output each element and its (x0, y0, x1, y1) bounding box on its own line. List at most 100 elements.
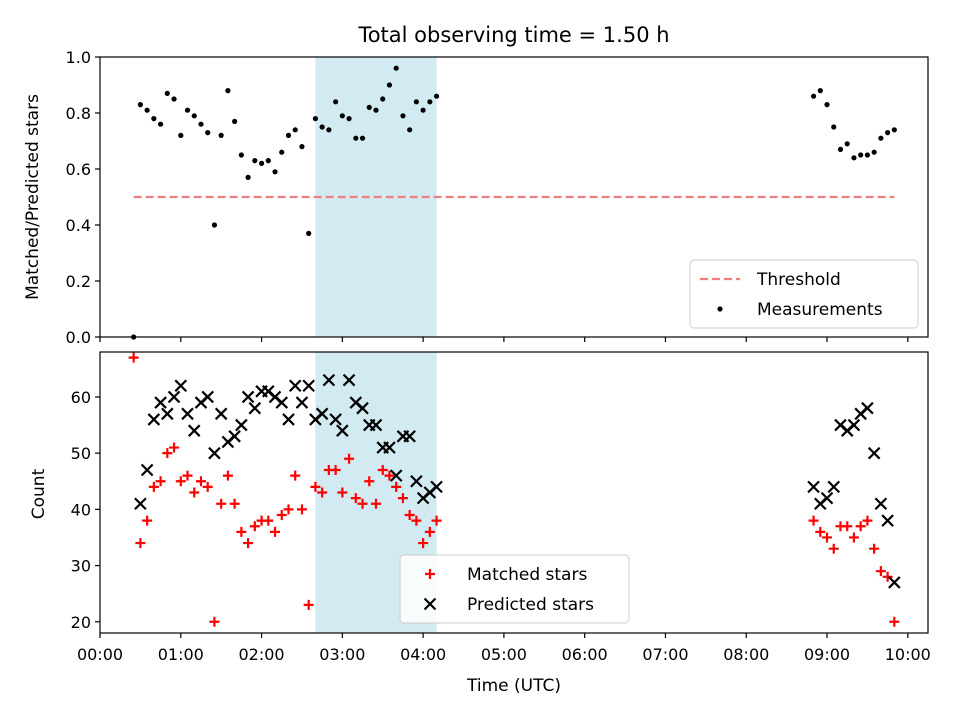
matched-star-point (828, 543, 839, 554)
matched-star-point (155, 476, 166, 487)
measurement-point (252, 158, 258, 164)
matched-star-point (397, 493, 408, 504)
measurement-point (151, 116, 157, 122)
predicted-star-point (322, 373, 336, 387)
matched-star-point (169, 442, 180, 453)
matched-star-point (182, 470, 193, 481)
predicted-star-point (140, 463, 154, 477)
measurement-point (878, 135, 884, 141)
measurement-point (817, 88, 823, 94)
measurement-point (225, 88, 231, 94)
predicted-star-point (867, 446, 881, 460)
matched-star-point (303, 599, 314, 610)
matched-star-point (862, 515, 873, 526)
measurement-point (400, 113, 406, 119)
matched-star-point (162, 448, 173, 459)
matched-star-point (431, 515, 442, 526)
predicted-star-point (861, 401, 874, 415)
legend-label: Threshold (756, 270, 841, 290)
matched-star-point (317, 487, 328, 498)
measurement-point (333, 99, 339, 105)
measurement-point (191, 113, 197, 119)
chart-title: Total observing time = 1.50 h (357, 23, 669, 47)
measurement-point (837, 146, 844, 152)
predicted-star-point (288, 379, 302, 392)
y-tick-label: 60 (71, 388, 91, 407)
predicted-star-point (167, 390, 181, 404)
measurement-point (218, 132, 224, 138)
measurement-point (891, 127, 897, 133)
x-tick-label: 01:00 (158, 645, 204, 664)
top-y-axis-label: Matched/Predicted stars (23, 94, 43, 300)
x-axis-label: Time (UTC) (466, 676, 561, 696)
x-tick-label: 00:00 (77, 645, 123, 664)
measurement-point (386, 82, 393, 88)
measurement-point (306, 230, 312, 236)
matched-star-point (391, 481, 402, 492)
matched-star-point (842, 521, 853, 532)
measurement-point (319, 124, 325, 130)
matched-star-point (229, 498, 240, 509)
matched-star-point (869, 543, 880, 554)
x-tick-label: 05:00 (481, 645, 527, 664)
measurement-point (285, 132, 292, 138)
matched-star-point (142, 515, 153, 526)
y-tick-label: 40 (71, 500, 91, 519)
predicted-star-point (275, 396, 289, 409)
predicted-star-point (827, 480, 841, 494)
measurement-point (413, 99, 419, 105)
predicted-star-point (369, 418, 383, 432)
measurement-point (810, 93, 817, 99)
measurement-point (831, 124, 837, 130)
matched-star-point (808, 515, 819, 526)
x-tick-label: 07:00 (642, 645, 688, 664)
measurement-point (353, 135, 359, 141)
matched-star-point (175, 476, 186, 487)
matched-star-point (236, 526, 247, 537)
matched-star-point (128, 352, 139, 363)
predicted-star-point (807, 480, 820, 494)
predicted-star-point (302, 379, 315, 392)
matched-star-point (889, 616, 900, 627)
x-tick-label: 09:00 (804, 645, 850, 664)
predicted-star-point (430, 480, 443, 494)
predicted-star-point (214, 407, 228, 421)
measurement-point (178, 132, 184, 138)
matched-star-point (290, 470, 301, 481)
x-tick-label: 02:00 (239, 645, 285, 664)
x-tick-label: 03:00 (319, 645, 365, 664)
bottom-y-axis-label: Count (29, 468, 49, 519)
matched-star-point (296, 504, 307, 515)
matched-star-point (202, 481, 213, 492)
measurement-point (393, 65, 399, 71)
y-tick-label: 0.2 (66, 272, 91, 291)
measurement-point (346, 116, 352, 122)
measurement-point (198, 121, 204, 127)
predicted-star-point (161, 407, 174, 421)
legend-box (399, 554, 630, 624)
matched-star-point (404, 509, 415, 520)
measurement-point (299, 144, 305, 150)
measurement-point (211, 222, 218, 228)
matched-star-point (371, 498, 381, 509)
predicted-star-point (329, 413, 342, 426)
predicted-star-point (187, 424, 201, 437)
y-tick-label: 0.6 (66, 160, 91, 179)
x-tick-label: 06:00 (562, 645, 608, 664)
measurement-point (292, 127, 298, 133)
predicted-star-point (295, 396, 309, 409)
matched-star-point (411, 515, 422, 526)
measurement-point (885, 130, 891, 136)
bottom-panel: 20 30 40 50 60 00:00 01:00 02:00 03:00 04:00 05:00… (71, 351, 931, 664)
predicted-star-point (208, 446, 221, 460)
matched-star-point (848, 532, 859, 543)
measurement-point (265, 158, 271, 164)
predicted-star-point (201, 390, 214, 404)
predicted-star-point (881, 514, 894, 527)
measurement-point (420, 107, 426, 113)
matched-star-point (364, 476, 375, 487)
y-tick-label: 0.0 (66, 328, 91, 347)
matched-star-point (310, 481, 321, 492)
matched-star-point (815, 526, 826, 537)
predicted-star-point (403, 430, 416, 443)
